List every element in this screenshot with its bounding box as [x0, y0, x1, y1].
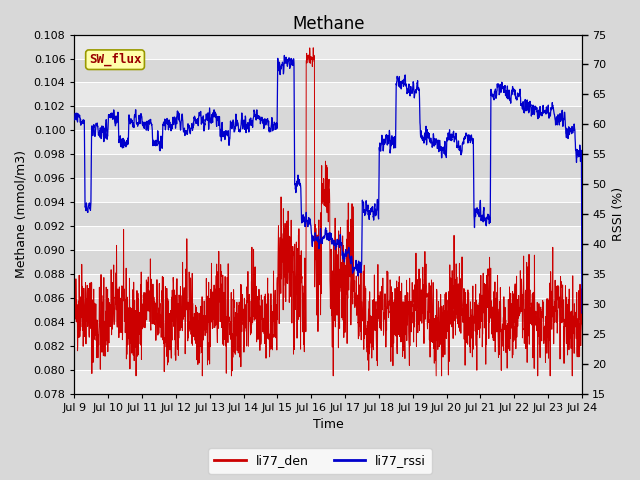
Bar [74, 202, 582, 226]
Bar [74, 370, 582, 394]
Bar [74, 83, 582, 107]
Bar [74, 178, 582, 202]
Bar [74, 107, 582, 131]
Title: Methane: Methane [292, 15, 364, 33]
X-axis label: Time: Time [313, 419, 344, 432]
Bar [74, 346, 582, 370]
Bar [74, 274, 582, 298]
Bar [74, 59, 582, 83]
Bar [74, 35, 582, 59]
Legend: li77_den, li77_rssi: li77_den, li77_rssi [208, 448, 432, 474]
Text: SW_flux: SW_flux [89, 53, 141, 66]
Bar [74, 226, 582, 250]
Y-axis label: RSSI (%): RSSI (%) [612, 187, 625, 241]
Bar [74, 154, 582, 178]
Bar [74, 131, 582, 154]
Bar [74, 298, 582, 322]
Bar [74, 250, 582, 274]
Bar [74, 322, 582, 346]
Y-axis label: Methane (mmol/m3): Methane (mmol/m3) [15, 150, 28, 278]
